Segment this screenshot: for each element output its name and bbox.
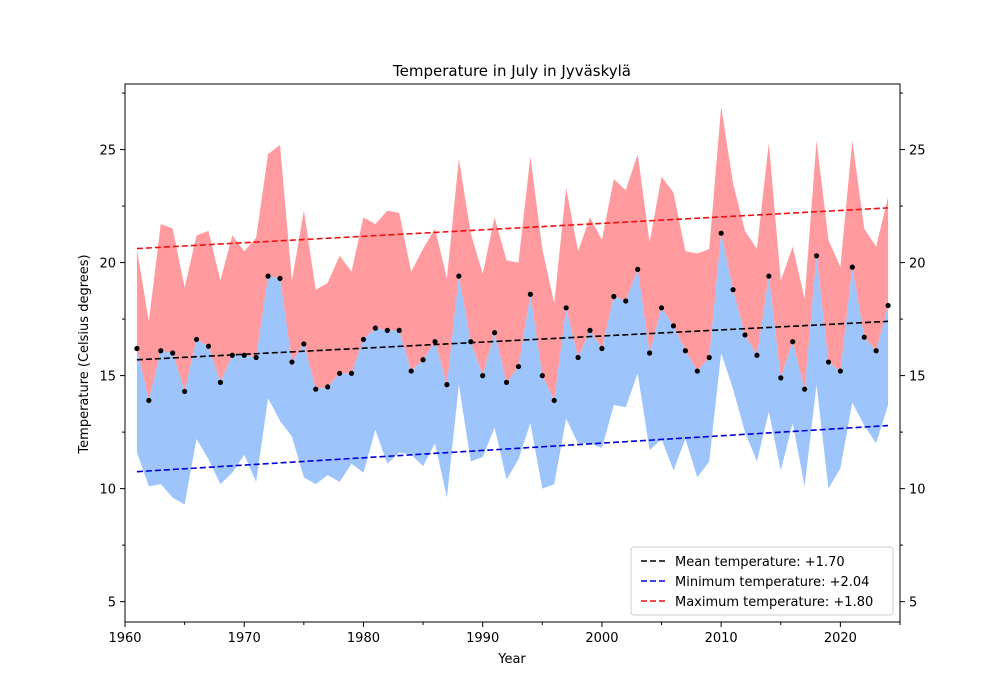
mean-point bbox=[146, 397, 152, 404]
mean-point bbox=[587, 327, 593, 333]
mean-point bbox=[754, 352, 760, 358]
mean-point bbox=[265, 273, 271, 279]
legend-item-minimum-label: Minimum temperature: +2.04 bbox=[675, 575, 869, 590]
x-tick-label: 2010 bbox=[705, 631, 738, 646]
y-tick-label-right: 25 bbox=[909, 144, 926, 159]
mean-point bbox=[647, 350, 653, 356]
mean-point bbox=[134, 345, 140, 352]
mean-point bbox=[611, 293, 617, 300]
chart-title: Temperature in July in Jyväskylä bbox=[392, 62, 631, 80]
mean-point bbox=[730, 287, 736, 293]
legend-item-maximum-label: Maximum temperature: +1.80 bbox=[675, 595, 873, 610]
x-tick-label: 1990 bbox=[466, 631, 499, 646]
mean-point bbox=[885, 302, 891, 309]
mean-point bbox=[825, 359, 832, 365]
y-tick-label-left: 10 bbox=[99, 483, 116, 498]
mean-point bbox=[360, 336, 367, 343]
y-tick-label-right: 10 bbox=[909, 483, 926, 498]
mean-point bbox=[229, 352, 235, 358]
mean-point bbox=[456, 273, 462, 279]
mean-point bbox=[623, 298, 629, 304]
x-tick-label: 2020 bbox=[824, 631, 857, 646]
mean-point bbox=[778, 375, 784, 381]
mean-point bbox=[396, 327, 402, 333]
mean-point bbox=[468, 339, 474, 345]
mean-point bbox=[205, 343, 212, 349]
mean-point bbox=[182, 388, 188, 395]
mean-point bbox=[217, 379, 223, 385]
mean-point bbox=[492, 330, 498, 336]
mean-point bbox=[515, 363, 522, 370]
mean-point bbox=[444, 382, 450, 388]
mean-point bbox=[670, 323, 677, 329]
mean-point bbox=[802, 386, 808, 392]
plot-area bbox=[134, 106, 891, 505]
x-tick-label: 1980 bbox=[347, 631, 380, 646]
min-temperature-band bbox=[136, 233, 889, 505]
mean-point bbox=[337, 370, 343, 376]
y-tick-label-left: 5 bbox=[108, 596, 116, 611]
mean-point bbox=[694, 368, 700, 374]
mean-point bbox=[241, 352, 247, 358]
max-temperature-band bbox=[136, 106, 889, 401]
mean-point bbox=[599, 345, 605, 352]
mean-point bbox=[575, 354, 581, 361]
legend-item-mean-label: Mean temperature: +1.70 bbox=[675, 555, 845, 570]
mean-point bbox=[253, 354, 259, 361]
mean-point bbox=[563, 305, 569, 311]
mean-point bbox=[170, 350, 176, 356]
y-tick-label-right: 20 bbox=[909, 257, 926, 272]
mean-point bbox=[658, 305, 665, 311]
mean-point bbox=[301, 341, 307, 347]
mean-point bbox=[432, 339, 438, 345]
x-tick-label: 2000 bbox=[585, 631, 618, 646]
y-tick-label-left: 25 bbox=[99, 144, 116, 159]
legend-box bbox=[630, 546, 894, 616]
mean-point bbox=[813, 253, 820, 259]
mean-point bbox=[289, 359, 295, 365]
y-tick-label-left: 15 bbox=[99, 370, 116, 385]
mean-point bbox=[348, 370, 355, 376]
mean-point bbox=[277, 275, 283, 282]
mean-point bbox=[873, 348, 879, 354]
y-tick-label-left: 20 bbox=[99, 257, 116, 272]
legend: Mean temperature: +1.70 Minimum temperatu… bbox=[630, 546, 894, 616]
mean-point bbox=[551, 397, 557, 404]
mean-point bbox=[635, 266, 641, 272]
mean-point bbox=[706, 354, 712, 361]
mean-point bbox=[372, 325, 378, 331]
mean-point bbox=[384, 327, 390, 333]
mean-point bbox=[539, 373, 545, 379]
mean-point bbox=[193, 336, 200, 343]
mean-point bbox=[325, 384, 331, 390]
mean-point bbox=[527, 291, 533, 297]
mean-point bbox=[742, 332, 748, 338]
mean-point bbox=[766, 273, 772, 279]
mean-point bbox=[718, 230, 724, 236]
mean-point bbox=[313, 386, 319, 392]
y-axis-label: Temperature (Celsius degrees) bbox=[77, 254, 92, 454]
x-tick-label: 1960 bbox=[108, 631, 141, 646]
mean-point bbox=[158, 348, 164, 354]
y-tick-label-right: 5 bbox=[909, 596, 917, 611]
mean-point bbox=[682, 348, 688, 354]
mean-point bbox=[861, 334, 867, 340]
mean-point bbox=[503, 379, 510, 385]
plot-frame bbox=[124, 83, 901, 623]
mean-trend-line bbox=[136, 320, 889, 361]
mean-point bbox=[420, 357, 426, 363]
x-axis-label: Year bbox=[497, 652, 526, 667]
mean-point bbox=[480, 373, 486, 379]
max-trend-line bbox=[136, 207, 889, 250]
mean-point bbox=[837, 368, 843, 374]
x-tick-label: 1970 bbox=[228, 631, 261, 646]
y-tick-label-right: 15 bbox=[909, 370, 926, 385]
mean-point bbox=[790, 339, 796, 345]
mean-point bbox=[408, 368, 414, 374]
mean-point bbox=[849, 264, 855, 270]
